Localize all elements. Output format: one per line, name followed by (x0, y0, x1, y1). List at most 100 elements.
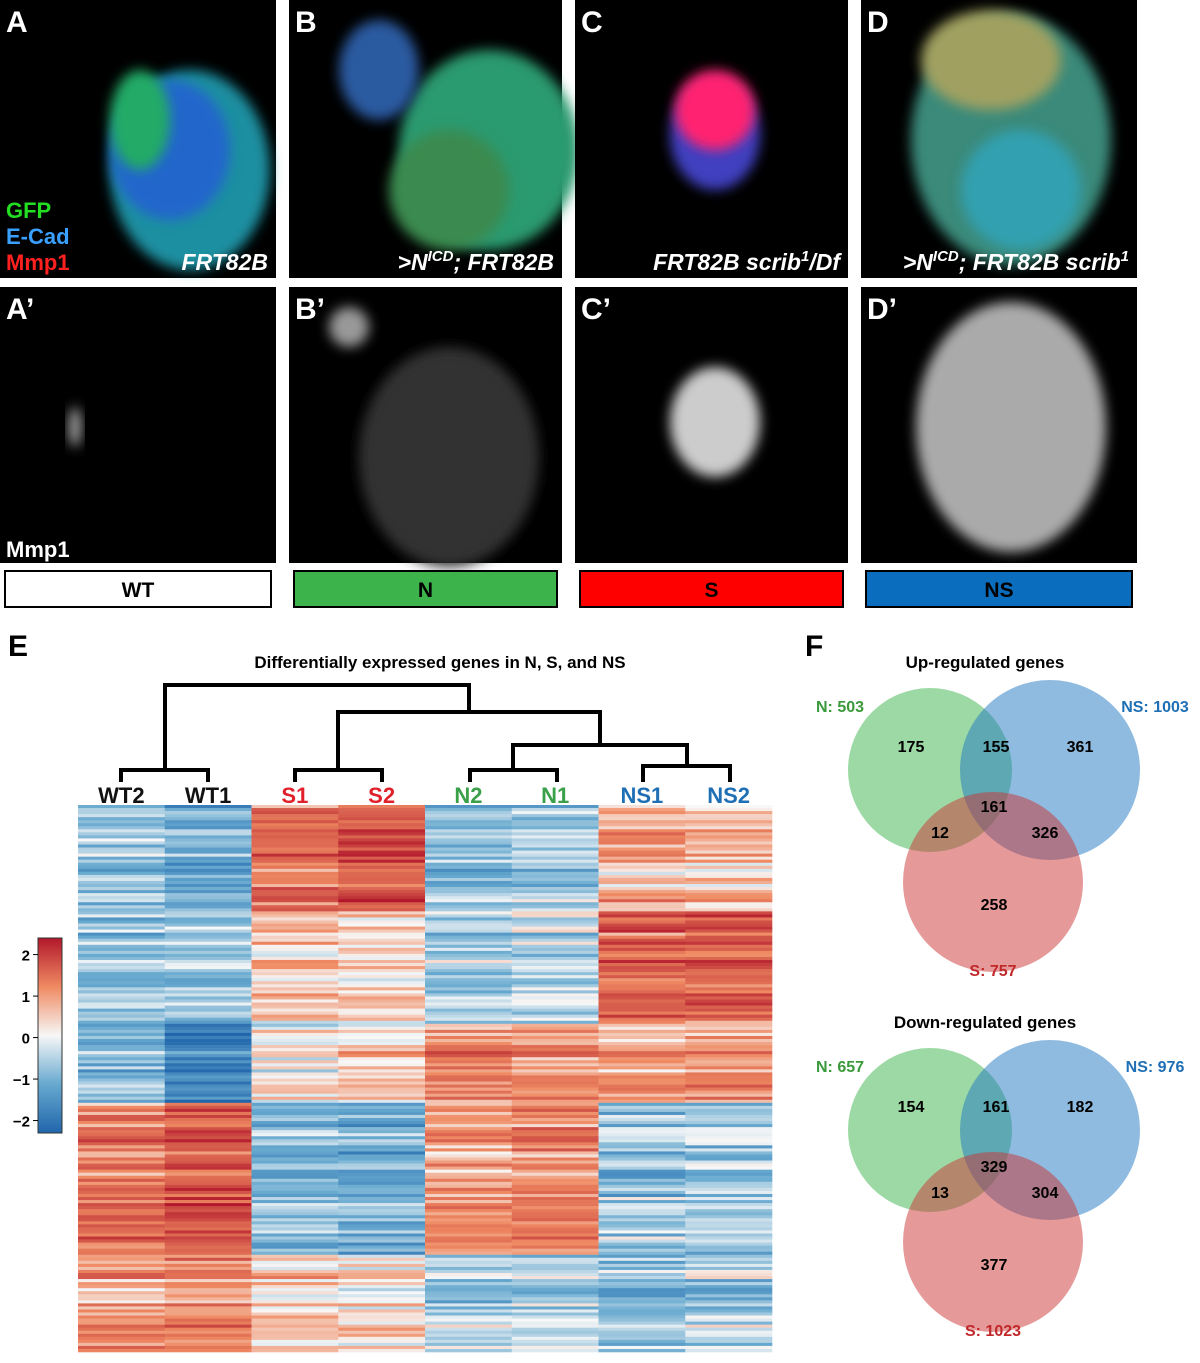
heatmap-cell (164, 1285, 252, 1289)
heatmap-cell (598, 1303, 686, 1307)
heatmap-cell (251, 832, 339, 836)
heatmap-cell (164, 987, 252, 991)
heatmap-cell (425, 841, 513, 845)
heatmap-cell (338, 1303, 426, 1307)
heatmap-cell (425, 1032, 513, 1037)
heatmap-cell (338, 1197, 426, 1201)
heatmap-cell (511, 884, 599, 888)
heatmap-cell (251, 1063, 339, 1067)
tissue (961, 130, 1081, 250)
heatmap-cell (598, 1020, 686, 1025)
heatmap-cell (251, 1175, 339, 1180)
heatmap-cell (511, 1190, 599, 1195)
heatmap-cell (251, 1157, 339, 1161)
heatmap-cell (164, 1224, 252, 1228)
heatmap-cell (685, 978, 773, 982)
heatmap-cell (78, 1230, 166, 1234)
heatmap-cell (251, 999, 339, 1003)
heatmap-cell (78, 890, 166, 894)
heatmap-cell (338, 1269, 426, 1274)
heatmap-cell (164, 1130, 252, 1134)
heatmap-cell (338, 1057, 426, 1061)
heatmap-cell (338, 963, 426, 967)
heatmap-cell (78, 914, 166, 918)
heatmap-cell (511, 893, 599, 897)
heatmap-cell (164, 1297, 252, 1301)
heatmap-cell (78, 1108, 166, 1113)
heatmap-cell (251, 890, 339, 894)
heatmap-cell (338, 1257, 426, 1262)
heatmap-cell (685, 926, 773, 930)
heatmap-cell (685, 1011, 773, 1015)
heatmap-cell (164, 1057, 252, 1061)
heatmap-cell (78, 893, 166, 897)
heatmap-cell (251, 953, 339, 958)
heatmap-cell (78, 950, 166, 955)
heatmap-cell (598, 1042, 686, 1046)
heatmap-cell (78, 1306, 166, 1310)
heatmap-cell (78, 1057, 166, 1061)
heatmap-cell (511, 987, 599, 991)
heatmap-cell (78, 1260, 166, 1265)
heatmap-cell (511, 944, 599, 949)
heatmap-cell (685, 838, 773, 842)
heatmap-cell (598, 1224, 686, 1228)
heatmap-cell (338, 1069, 426, 1073)
heatmap-cell (251, 1090, 339, 1094)
heatmap-cell (425, 829, 513, 833)
heatmap-cell (251, 1266, 339, 1271)
heatmap-cell (338, 862, 426, 867)
heatmap-cell (251, 1224, 339, 1228)
heatmap-cell (511, 1102, 599, 1107)
heatmap-cell (685, 856, 773, 860)
heatmap-cell (598, 1002, 686, 1006)
heatmap-cell (425, 887, 513, 891)
heatmap-cell (685, 914, 773, 918)
heatmap-cell (338, 944, 426, 949)
heatmap-cell (511, 1090, 599, 1094)
heatmap-cell (251, 1206, 339, 1210)
heatmap-cell (598, 1005, 686, 1009)
heatmap-cell (598, 963, 686, 967)
heatmap-cell (338, 1297, 426, 1301)
heatmap-cell (685, 1206, 773, 1210)
heatmap-cell (164, 920, 252, 924)
heatmap-cell (78, 978, 166, 982)
heatmap-cell (511, 859, 599, 864)
heatmap-cell (78, 1124, 166, 1128)
heatmap-cell (511, 862, 599, 867)
heatmap-cell (685, 1260, 773, 1265)
heatmap-cell (425, 868, 513, 873)
heatmap-cell (511, 1181, 599, 1186)
heatmap-cell (598, 823, 686, 827)
heatmap-cell (338, 887, 426, 891)
heatmap-cell (511, 1108, 599, 1113)
heatmap-cell (598, 1157, 686, 1161)
heatmap-cell (338, 1318, 426, 1322)
heatmap-cell (164, 811, 252, 815)
heatmap-cell (685, 893, 773, 897)
heatmap-cell (425, 847, 513, 851)
heatmap-cell (78, 1327, 166, 1332)
heatmap-cell (251, 1145, 339, 1149)
set-label: N: 657 (816, 1059, 864, 1076)
group-label: N (418, 579, 433, 602)
set-label: NS: 1003 (1121, 699, 1189, 716)
heatmap-cell (598, 874, 686, 879)
heatmap-cell (338, 1294, 426, 1298)
heatmap-cell (251, 1151, 339, 1155)
heatmap-cell (78, 1099, 166, 1104)
heatmap-cell (338, 1072, 426, 1076)
heatmap-cell (164, 975, 252, 979)
heatmap-cell (78, 1051, 166, 1055)
heatmap-cell (251, 1054, 339, 1058)
heatmap-cell (78, 1017, 166, 1022)
heatmap-cell (598, 1227, 686, 1231)
heatmap-cell (338, 893, 426, 897)
heatmap-cell (251, 871, 339, 876)
heatmap-cell (338, 947, 426, 952)
heatmap-cell (425, 814, 513, 818)
heatmap-cell (338, 987, 426, 991)
heatmap-cell (598, 1114, 686, 1119)
